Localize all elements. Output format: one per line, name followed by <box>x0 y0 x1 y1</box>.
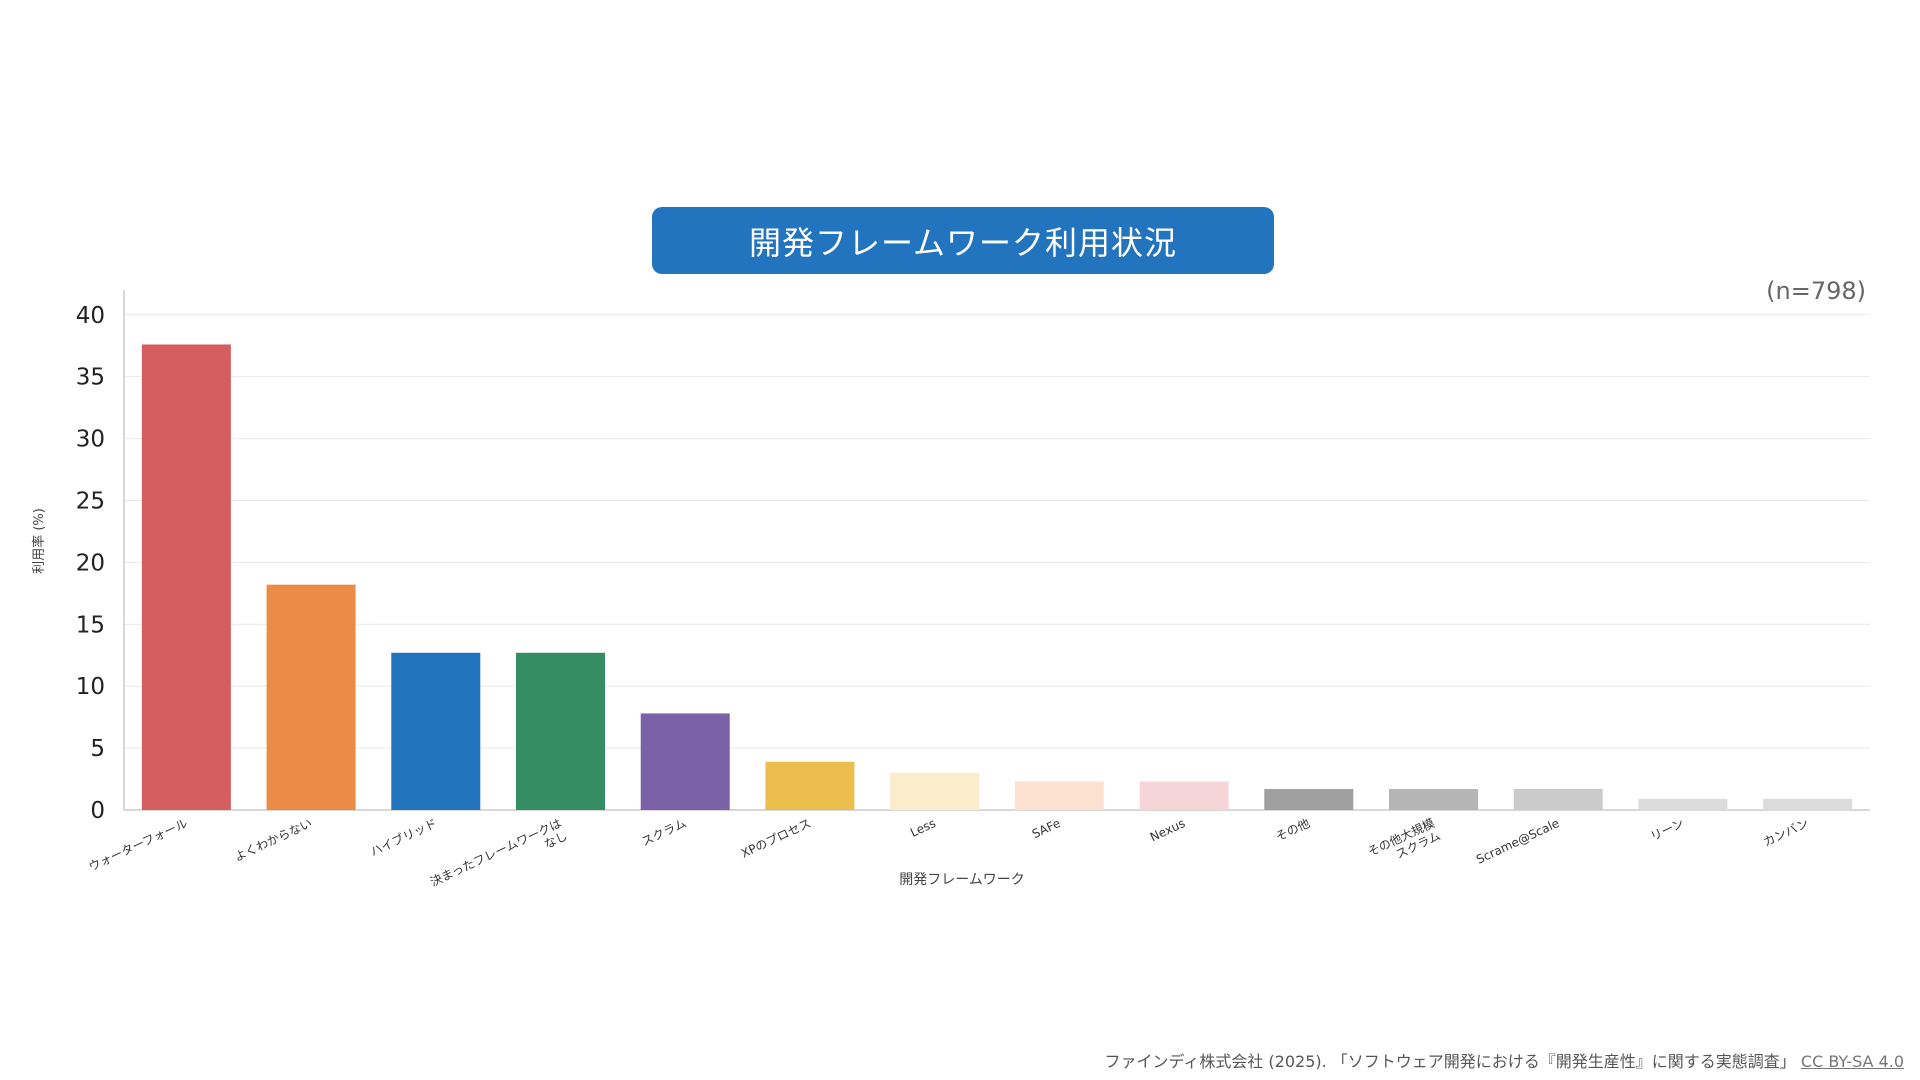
y-tick-label: 5 <box>90 736 105 762</box>
axes <box>123 290 1870 811</box>
bar <box>640 713 730 810</box>
x-tick-label: Scrame@Scale <box>1474 816 1561 867</box>
x-tick-label: ハイブリッド <box>368 815 439 859</box>
y-tick-labels: 0 5 10 15 20 25 30 35 40 <box>76 303 105 824</box>
y-tick-label: 0 <box>90 798 105 824</box>
x-tick-label-line: リーン <box>1648 816 1686 844</box>
x-tick-label-line: Nexus <box>1148 816 1188 844</box>
chart-title: 開発フレームワーク利用状況 <box>748 223 1178 262</box>
x-tick-label-line: ウォーターフォール <box>86 816 189 874</box>
y-tick-label: 30 <box>76 427 105 453</box>
x-axis-label: 開発フレームワーク <box>899 872 1025 888</box>
bar <box>765 761 855 810</box>
x-tick-label: よくわからない <box>232 816 314 864</box>
x-tick-label: Less <box>908 816 938 840</box>
bar <box>1139 781 1229 810</box>
y-tick-label: 25 <box>76 488 105 514</box>
x-tick-label: 決まったフレームワークはなし <box>428 816 570 902</box>
bar <box>890 772 980 810</box>
x-tick-label: XPのプロセス <box>739 816 813 861</box>
x-tick-label: カンバン <box>1761 816 1811 849</box>
x-tick-label-line: ハイブリッド <box>368 815 439 859</box>
x-tick-label-line: よくわからない <box>232 816 314 864</box>
y-tick-label: 40 <box>76 303 105 329</box>
bar <box>141 344 231 810</box>
x-tick-label: リーン <box>1648 816 1686 844</box>
x-tick-label-line: スクラム <box>639 816 688 849</box>
x-tick-label: Nexus <box>1148 816 1188 844</box>
grid-lines <box>124 314 1870 749</box>
bar <box>1264 788 1354 810</box>
chart-title-banner: 開発フレームワーク利用状況 <box>652 207 1274 274</box>
bar <box>1389 788 1478 810</box>
y-tick-label: 20 <box>76 550 105 576</box>
bar <box>1638 798 1728 810</box>
x-tick-label: スクラム <box>639 816 688 849</box>
bars <box>141 344 1853 810</box>
x-tick-label: その他大規模スクラム <box>1365 815 1443 872</box>
x-tick-label: その他 <box>1273 816 1312 844</box>
license-link[interactable]: CC BY-SA 4.0 <box>1800 1052 1904 1071</box>
x-tick-label-line: Less <box>908 816 938 840</box>
sample-size-note: (n=798) <box>1766 277 1866 305</box>
x-tick-label-line: SAFe <box>1030 816 1063 841</box>
bar <box>516 652 605 810</box>
citation-text: ファインディ株式会社 (2025). 「ソフトウェア開発における『開発生産性』に… <box>1104 1052 1796 1071</box>
source-citation: ファインディ株式会社 (2025). 「ソフトウェア開発における『開発生産性』に… <box>1104 1048 1904 1072</box>
x-tick-label: SAFe <box>1030 816 1063 841</box>
bar <box>266 584 356 810</box>
bar <box>1014 781 1104 810</box>
x-tick-label-line: Scrame@Scale <box>1474 816 1561 867</box>
bar <box>391 652 481 810</box>
y-axis-label: 利用率 (%) <box>31 508 47 574</box>
x-tick-label: ウォーターフォール <box>86 816 189 874</box>
bar <box>1763 798 1853 810</box>
x-tick-label-line: カンバン <box>1761 816 1811 849</box>
y-tick-label: 10 <box>76 674 105 700</box>
y-tick-label: 15 <box>76 612 105 638</box>
y-tick-label: 35 <box>76 365 105 391</box>
x-tick-label-line: XPのプロセス <box>739 816 813 861</box>
bar <box>1513 788 1603 810</box>
x-tick-label-line: その他 <box>1273 816 1312 844</box>
x-tick-label-line: 決まったフレームワークは <box>428 816 564 889</box>
